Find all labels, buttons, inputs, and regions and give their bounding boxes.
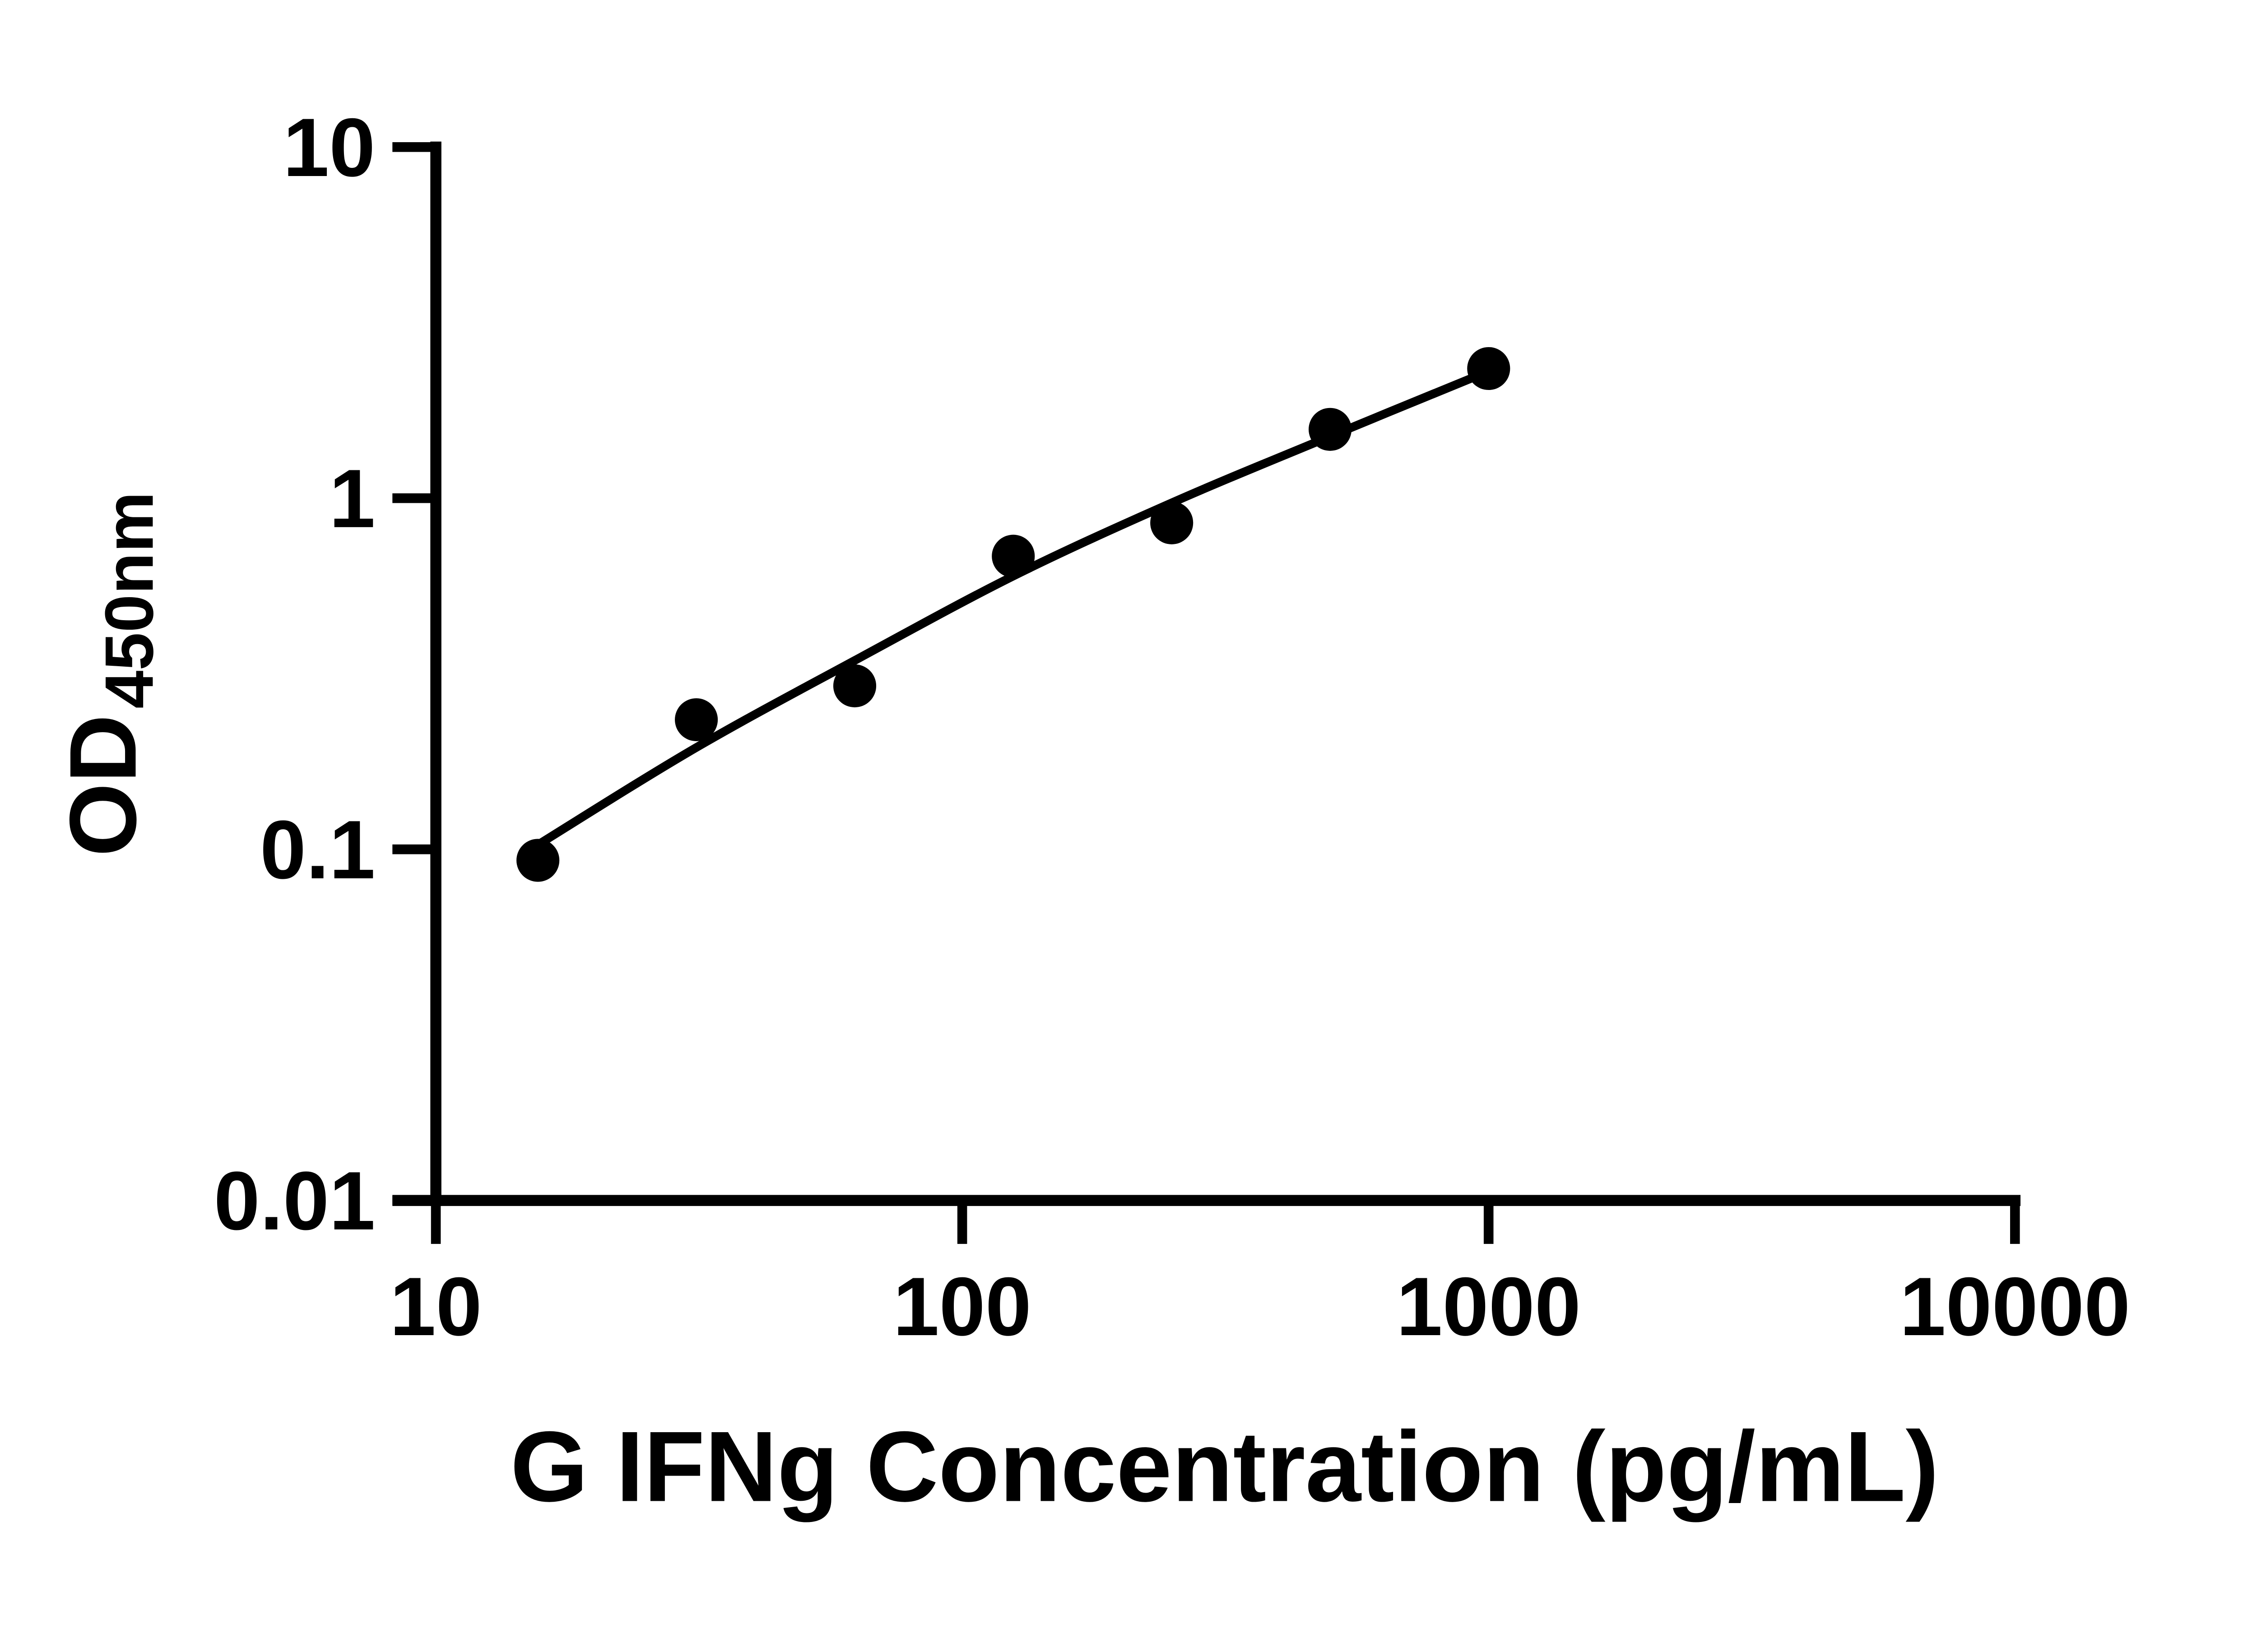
- y-tick-label: 1: [329, 452, 375, 545]
- x-tick-label: 100: [893, 1260, 1031, 1353]
- data-point: [675, 698, 718, 742]
- data-point: [1309, 408, 1352, 451]
- plot-area: 10 100 1000 10000 10 1 0.1 0.01: [214, 101, 2131, 1353]
- y-axis-title-main: OD: [50, 715, 156, 857]
- x-tick-label: 10000: [1899, 1260, 2130, 1353]
- data-point: [1150, 501, 1194, 544]
- data-point: [1467, 347, 1510, 390]
- y-axis-title-subscript: 450nm: [91, 492, 167, 709]
- data-point: [992, 534, 1035, 578]
- x-tick-label: 10: [390, 1260, 482, 1353]
- data-point: [833, 664, 877, 708]
- y-tick-label: 0.01: [214, 1155, 376, 1247]
- data-point: [516, 839, 560, 882]
- y-tick-label: 10: [283, 101, 375, 194]
- y-axis-title: OD 450nm: [50, 492, 167, 857]
- y-tick-label: 0.1: [260, 803, 375, 896]
- x-tick-label: 1000: [1396, 1260, 1581, 1353]
- x-axis-title: G IFNg Concentration (pg/mL): [510, 1411, 1939, 1522]
- chart-canvas: 10 100 1000 10000 10 1 0.1 0.01 G IFNg Concentr…: [50, 101, 2131, 1522]
- standard-curve-chart: 10 100 1000 10000 10 1 0.1 0.01 G IFNg Concentr…: [50, 101, 2131, 1522]
